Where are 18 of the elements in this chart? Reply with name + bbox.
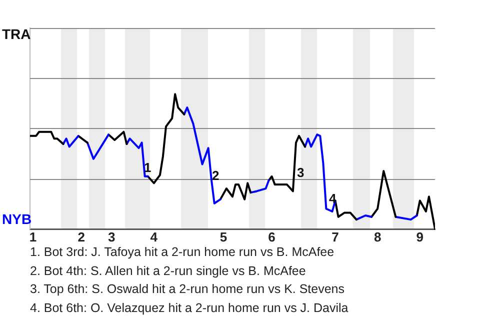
x-tick-label: 1 — [29, 229, 37, 244]
x-tick-label: 9 — [416, 229, 424, 244]
text: 1. Bot 3rd: J. Tafoya hit a 2-run home run vs B. McAfee — [30, 244, 336, 261]
x-tick-label: 6 — [268, 229, 276, 244]
x-tick-label: 5 — [220, 229, 228, 244]
x-tick-label: 7 — [332, 229, 339, 244]
text: TRA — [2, 26, 31, 42]
annotation: 4 — [329, 191, 336, 206]
text: 4. Bot 6th: O. Velazquez hit a 2-run home run vs J. Davila — [30, 300, 348, 317]
x-tick-label: 3 — [108, 229, 116, 244]
text: 3. Top 6th: S. Oswald hit a 2-run home run vs K. Stevens — [30, 281, 346, 298]
annotation: 2 — [212, 168, 220, 183]
text: 2. Bot 4th: S. Allen hit a 2-run single vs B. McAfee — [30, 262, 307, 280]
x-tick-label: 2 — [78, 229, 85, 244]
annotation: 3 — [297, 165, 304, 180]
x-tick-label: 8 — [374, 229, 382, 244]
x-tick-label: 4 — [150, 229, 158, 244]
annotation: NYB — [2, 211, 32, 227]
